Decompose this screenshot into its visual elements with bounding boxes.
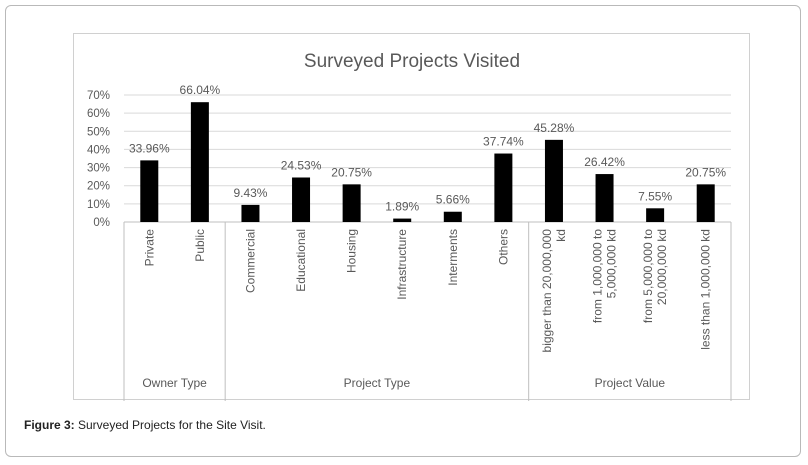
data-label: 20.75% bbox=[331, 165, 372, 179]
category-label: from 1,000,000 to bbox=[591, 229, 605, 323]
category-label: bigger than 20,000,000 bbox=[540, 229, 554, 353]
category-label: Private bbox=[142, 229, 156, 267]
bar bbox=[393, 218, 412, 222]
y-tick-label: 30% bbox=[87, 163, 110, 175]
figure-caption: Figure 3: Surveyed Projects for the Site… bbox=[24, 418, 266, 432]
bar-chart: Surveyed Projects Visited 0% 10% 20% 30% 40% 5… bbox=[87, 51, 732, 401]
y-tick-label: 70% bbox=[87, 90, 110, 102]
bar bbox=[696, 184, 715, 222]
caption-label: Figure 3: bbox=[24, 418, 75, 432]
y-tick-label: 10% bbox=[87, 199, 110, 211]
data-label: 26.42% bbox=[584, 155, 625, 169]
category-label: Educational bbox=[294, 229, 308, 292]
data-label: 37.74% bbox=[483, 135, 524, 149]
data-label: 5.66% bbox=[436, 193, 470, 207]
chart-title: Surveyed Projects Visited bbox=[304, 51, 520, 72]
bar bbox=[292, 177, 311, 222]
caption-text: Surveyed Projects for the Site Visit. bbox=[74, 418, 266, 432]
data-label: 1.89% bbox=[385, 200, 419, 214]
category-label: Interments bbox=[446, 229, 460, 286]
category-label: Housing bbox=[345, 229, 359, 273]
figure-frame: Surveyed Projects Visited 0% 10% 20% 30% 40% 5… bbox=[5, 5, 801, 457]
category-label: Infrastructure bbox=[395, 229, 409, 300]
data-label: 45.28% bbox=[534, 121, 575, 135]
category-label: Commercial bbox=[243, 229, 257, 293]
chart-area: Surveyed Projects Visited 0% 10% 20% 30% 40% 5… bbox=[73, 33, 750, 401]
y-tick-label: 60% bbox=[87, 108, 110, 120]
data-label: 9.43% bbox=[233, 186, 267, 200]
group-label: Project Value bbox=[595, 376, 666, 390]
bar bbox=[190, 102, 209, 222]
group-label: Owner Type bbox=[142, 376, 207, 390]
y-tick-label: 20% bbox=[87, 181, 110, 193]
y-tick-label: 0% bbox=[93, 217, 110, 229]
category-label: 20,000,000 kd bbox=[655, 229, 669, 305]
bar bbox=[595, 174, 614, 222]
bar bbox=[241, 204, 260, 222]
data-label: 24.53% bbox=[281, 158, 322, 172]
data-label: 7.55% bbox=[638, 189, 672, 203]
y-tick-label: 50% bbox=[87, 126, 110, 138]
bar bbox=[544, 139, 563, 222]
group-label: Project Type bbox=[344, 376, 411, 390]
category-label: less than 1,000,000 kd bbox=[699, 229, 713, 350]
bar bbox=[646, 208, 665, 222]
category-label: from 5,000,000 to bbox=[641, 229, 655, 323]
category-label: Others bbox=[496, 229, 510, 265]
y-tick-label: 40% bbox=[87, 144, 110, 156]
data-label: 33.96% bbox=[129, 141, 170, 155]
bar bbox=[342, 184, 361, 222]
category-label: Public bbox=[193, 229, 207, 262]
bar bbox=[140, 160, 159, 222]
category-label: 5,000,000 kd bbox=[605, 229, 619, 298]
category-label: kd bbox=[554, 229, 568, 242]
data-label: 66.04% bbox=[180, 83, 221, 97]
bar bbox=[443, 211, 462, 222]
data-label: 20.75% bbox=[685, 165, 726, 179]
bar bbox=[494, 153, 513, 222]
